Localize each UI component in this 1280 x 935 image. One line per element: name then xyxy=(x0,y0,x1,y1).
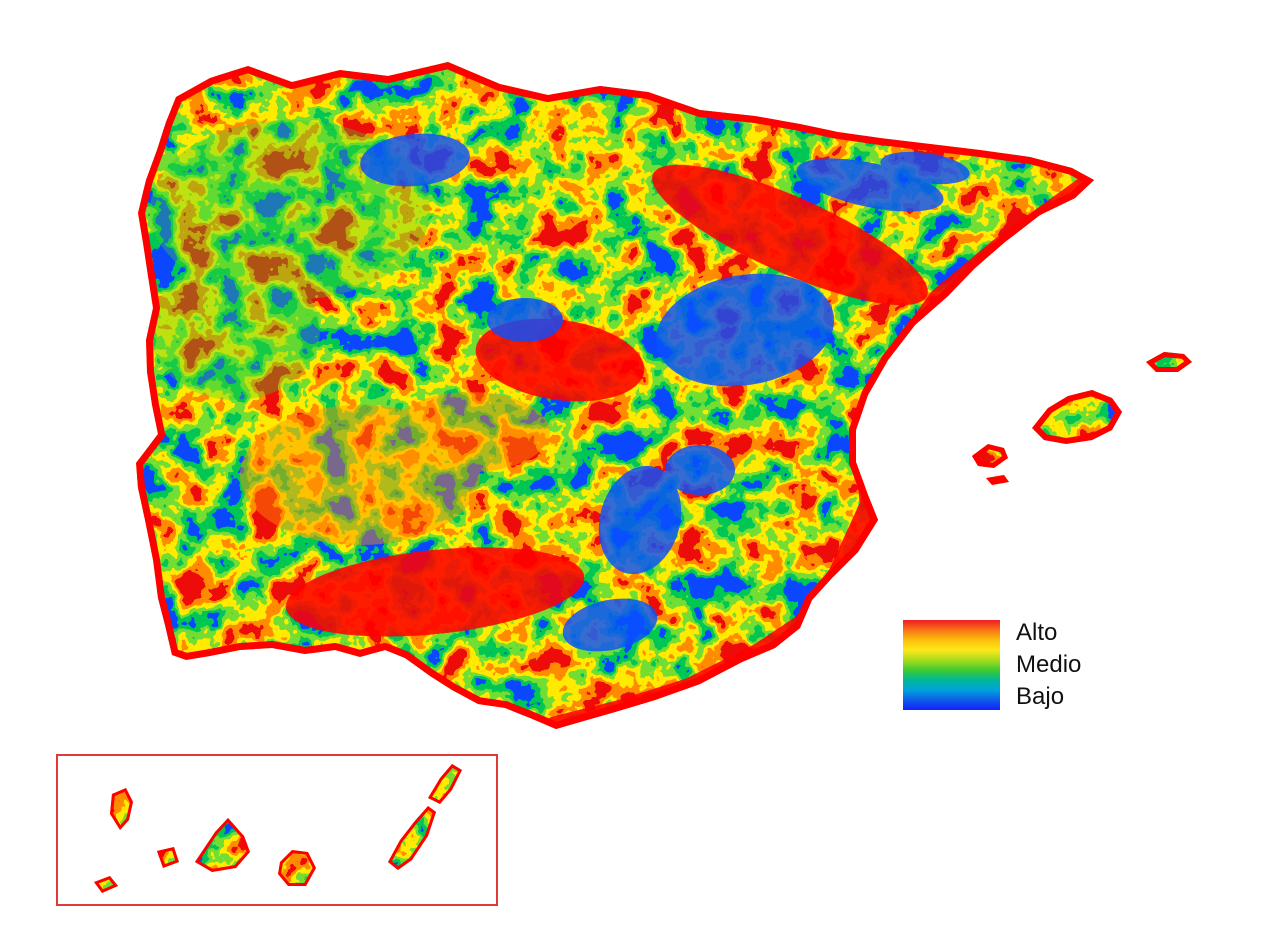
legend-label-alto: Alto xyxy=(1016,619,1058,646)
legend-label-bajo: Bajo xyxy=(1016,683,1065,710)
low-risk-blue-zones xyxy=(360,133,970,652)
legend-label-medio: Medio xyxy=(1016,651,1082,678)
map-legend: Alto Medio Bajo xyxy=(903,620,1081,710)
legend-gradient-swatch xyxy=(903,620,1000,710)
medium-high-orange-zones xyxy=(240,392,550,545)
canary-islands-inset-frame xyxy=(56,754,498,906)
formentera-island xyxy=(986,475,1009,485)
legend-labels: Alto Medio Bajo xyxy=(1016,620,1081,710)
low-medium-green-zones xyxy=(150,120,430,400)
